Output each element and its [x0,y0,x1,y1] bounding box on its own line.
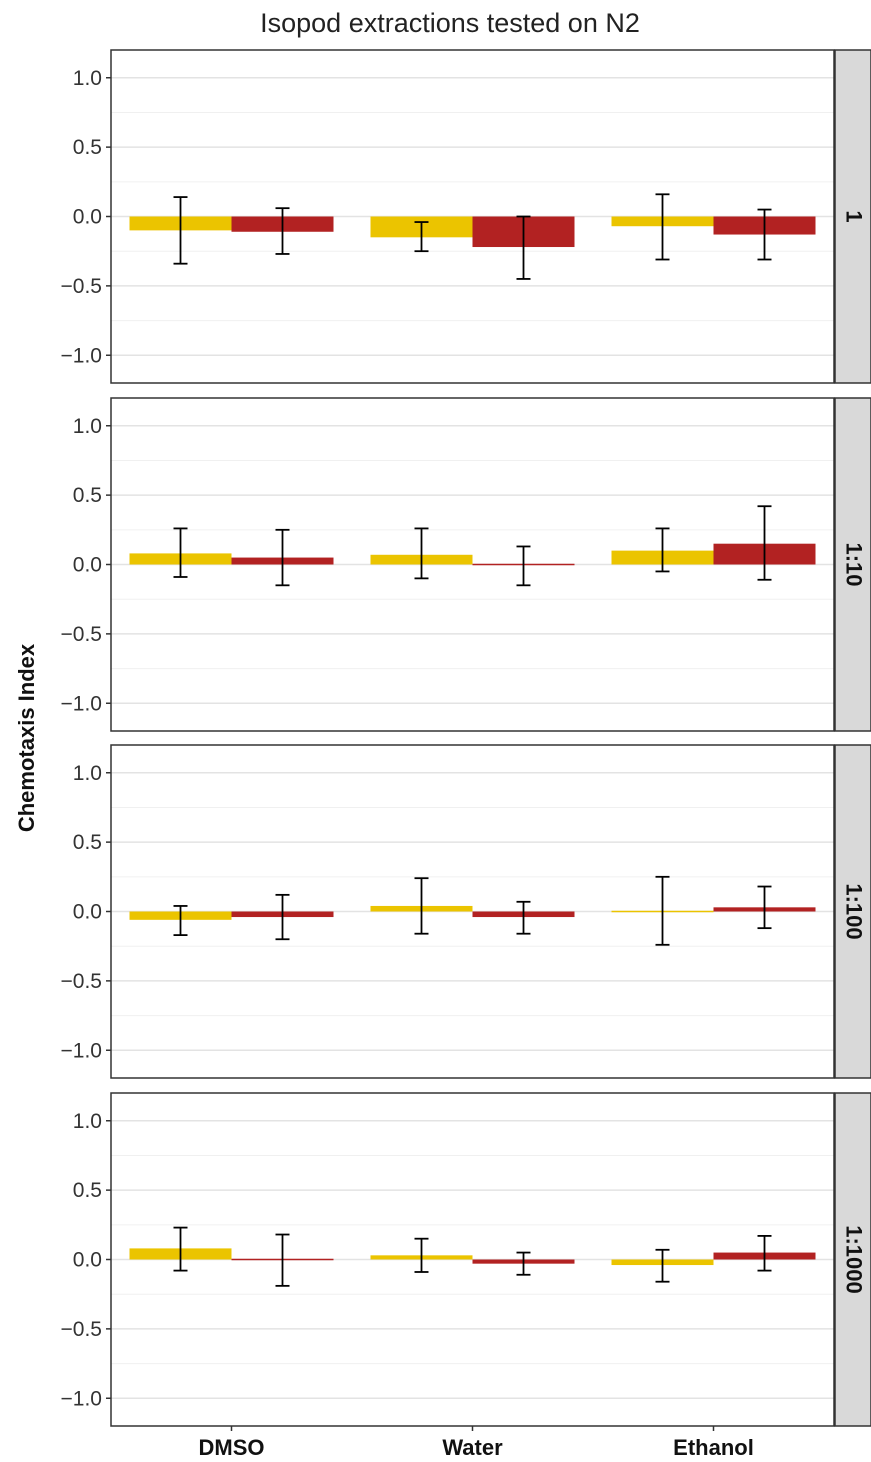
panel-1: 1.0 0.5 0.0 −0.5 −1.0 1 [61,49,871,384]
error-bar-dmso-a [173,196,188,265]
error-bar-dmso-b [275,1233,290,1287]
error-bar-water-b [516,900,531,935]
y-axis-label: Chemotaxis Index [14,643,39,832]
error-bar-dmso-a [173,1226,188,1272]
x-tick-label-dmso: DMSO [199,1435,265,1460]
error-bar-ethanol-a [655,875,670,946]
y-tick-label: −1.0 [61,344,102,367]
facet-strip: 1:1000 [834,1092,871,1427]
y-tick-label: −1.0 [61,1039,102,1062]
y-tick-label: 0.0 [73,554,102,577]
error-bar-dmso-a [173,905,188,936]
panels-group: 1.00.50.0−0.5−1.011.00.50.0−0.5−1.01:101… [61,49,871,1427]
error-bar-ethanol-b [757,505,772,581]
facet-strip: 1 [834,49,871,384]
panel-1-100: 1.0 0.5 0.0 −0.5 −1.0 1:100 [61,744,871,1079]
error-bar-ethanol-a [655,1248,670,1283]
error-bar-water-b [516,215,531,280]
y-tick-label: −0.5 [61,623,102,646]
y-tick-label: −1.0 [61,1387,102,1410]
x-tick-label-water: Water [442,1435,503,1460]
error-bar-water-b [516,1251,531,1276]
error-bar-dmso-b [275,207,290,255]
y-tick-label: 0.0 [73,206,102,229]
facet-label: 1:1000 [842,1225,867,1294]
chart-title: Isopod extractions tested on N2 [260,8,640,38]
error-bar-water-a [414,221,429,253]
error-bar-dmso-b [275,893,290,941]
error-bar-water-a [414,527,429,580]
error-bar-water-a [414,877,429,935]
y-tick-label: 0.0 [73,901,102,924]
facet-label: 1:10 [842,542,867,586]
facet-label: 1:100 [842,883,867,939]
y-tick-label: 0.0 [73,1249,102,1272]
x-tick-label-ethanol: Ethanol [673,1435,754,1460]
error-bar-dmso-a [173,527,188,578]
panel-1-10: 1.0 0.5 0.0 −0.5 −1.0 1:10 [61,397,871,732]
error-bar-ethanol-b [757,885,772,930]
y-tick-label: 1.0 [73,1110,102,1133]
error-bar-ethanol-b [757,208,772,261]
y-tick-label: −0.5 [61,275,102,298]
y-tick-label: 1.0 [73,67,102,90]
y-tick-label: 0.5 [73,1179,102,1202]
y-tick-label: −0.5 [61,1318,102,1341]
facet-strip: 1:100 [834,744,871,1079]
error-bar-ethanol-b [757,1235,772,1272]
y-tick-label: 0.5 [73,136,102,159]
y-tick-label: −0.5 [61,970,102,993]
y-tick-label: 0.5 [73,831,102,854]
y-tick-label: −1.0 [61,692,102,715]
panel-1-1000: 1.0 0.5 0.0 −0.5 −1.0 1:1000 [61,1092,871,1427]
x-axis-ticks: DMSO Water Ethanol [199,1426,754,1460]
facet-strip: 1:10 [834,397,871,732]
y-tick-label: 0.5 [73,484,102,507]
error-bar-water-a [414,1237,429,1273]
y-tick-label: 1.0 [73,415,102,438]
error-bar-water-b [516,545,531,587]
facet-label: 1 [842,210,867,222]
error-bar-dmso-b [275,528,290,587]
y-tick-label: 1.0 [73,762,102,785]
error-bar-ethanol-a [655,193,670,261]
error-bar-ethanol-a [655,527,670,573]
